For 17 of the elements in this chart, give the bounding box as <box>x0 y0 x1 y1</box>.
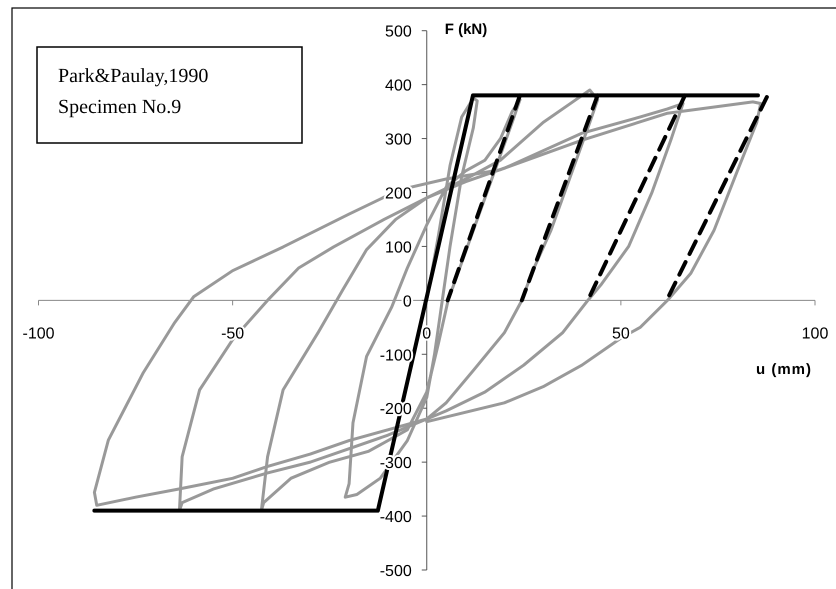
y-tick-label: 100 <box>385 239 412 256</box>
y-axis-title: F (kN) <box>444 21 488 38</box>
y-tick-label: 300 <box>385 132 412 149</box>
x-axis-title: u (mm) <box>756 361 812 378</box>
y-tick-label: -100 <box>380 347 412 364</box>
y-tick-label: 400 <box>385 78 412 95</box>
annotation: Specimen No.9 <box>58 96 182 118</box>
x-tick-label: 50 <box>612 325 630 342</box>
y-tick-label: 500 <box>385 24 412 41</box>
x-tick-label: 100 <box>802 325 828 342</box>
y-tick-label: 0 <box>402 293 412 310</box>
x-tick-label: -50 <box>221 325 244 342</box>
annotation: Park&Paulay,1990 <box>58 65 208 87</box>
y-tick-label: 200 <box>385 185 412 202</box>
x-tick-label: -100 <box>22 325 55 342</box>
y-tick-label: -500 <box>380 563 412 580</box>
y-tick-label: -400 <box>380 509 412 526</box>
